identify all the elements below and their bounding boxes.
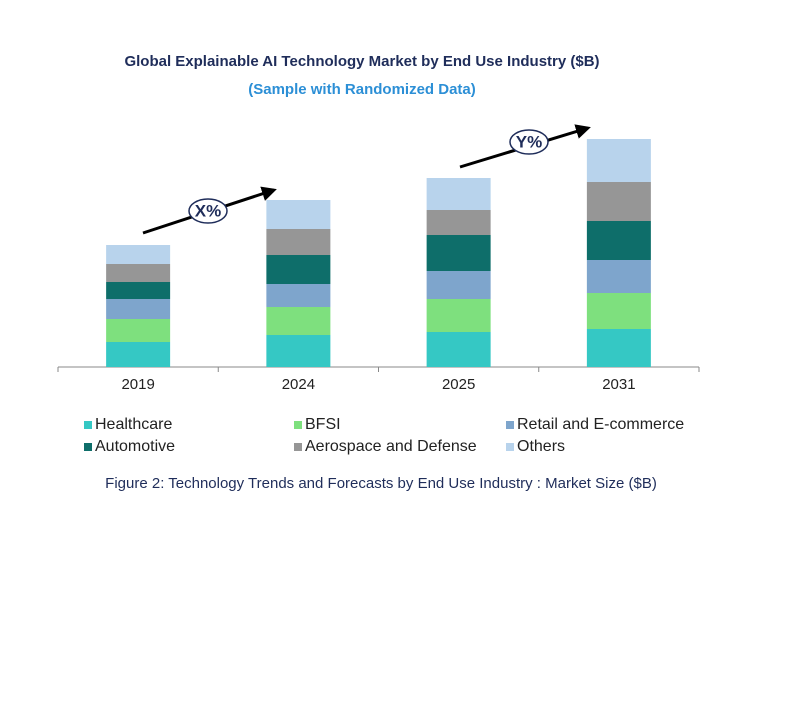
bar-segment [426,235,491,271]
bar-segment [586,221,651,260]
annotation-bubble [188,198,228,224]
bar-segment [106,299,171,319]
legend-swatch [506,443,514,451]
legend-swatch [294,443,302,451]
x-tick-label: 2019 [121,376,154,393]
caption: Figure 2: Technology Trends and Forecast… [105,475,657,492]
legend-swatch [506,421,514,429]
legend-label: Automotive [95,438,175,455]
bar-segment [586,139,651,182]
bar-segment [106,342,171,367]
bar-segment [426,299,491,332]
bar-segment [106,245,171,264]
bar-segment [266,255,331,284]
annotation: Y% [516,132,542,151]
legend-label: Others [517,438,565,455]
bar-segment [426,210,491,235]
bar-segment [266,229,331,255]
bar-segment [586,329,651,367]
bar-segment [266,284,331,307]
bar-segment [106,319,171,342]
bar-segment [266,335,331,367]
bar-segment [266,307,331,335]
annotation-bubble [509,129,549,155]
chart-subtitle: (Sample with Randomized Data) [248,81,476,98]
bar-segment [426,332,491,367]
bar-segment [426,271,491,299]
bar-segment [426,178,491,210]
legend-label: Retail and E-commerce [517,416,684,433]
bar-segment [106,282,171,299]
legend-swatch [84,443,92,451]
annotation: X% [195,201,221,220]
legend-label: Healthcare [95,416,172,433]
bar-segment [586,182,651,221]
bar-segment [586,293,651,329]
x-tick-label: 2025 [442,376,475,393]
legend-label: Aerospace and Defense [305,438,477,455]
bar-segment [586,260,651,293]
bar-segment [266,200,331,229]
chart-title: Global Explainable AI Technology Market … [124,53,599,70]
x-tick-label: 2031 [602,376,635,393]
legend-swatch [294,421,302,429]
x-tick-label: 2024 [282,376,315,393]
bar-segment [106,264,171,282]
legend-label: BFSI [305,416,341,433]
legend-swatch [84,421,92,429]
